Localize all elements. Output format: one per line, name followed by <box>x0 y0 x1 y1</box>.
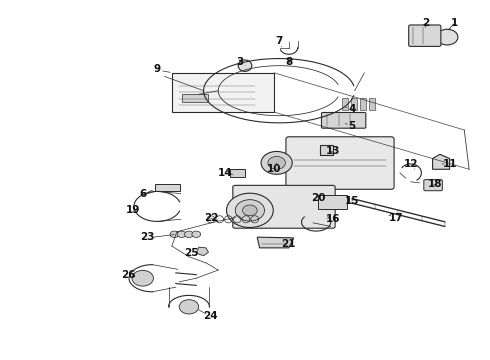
Text: 25: 25 <box>184 248 198 258</box>
Text: 14: 14 <box>218 168 233 178</box>
Text: 15: 15 <box>345 197 360 206</box>
Circle shape <box>243 205 257 216</box>
Text: 16: 16 <box>325 214 340 224</box>
Circle shape <box>132 270 153 286</box>
Bar <box>351 98 357 111</box>
Text: 7: 7 <box>275 36 283 46</box>
Text: 4: 4 <box>348 104 356 113</box>
Polygon shape <box>433 154 450 169</box>
Text: 3: 3 <box>237 57 244 67</box>
Text: 1: 1 <box>451 18 458 28</box>
FancyBboxPatch shape <box>286 137 394 189</box>
Bar <box>369 98 374 111</box>
Bar <box>230 169 245 177</box>
Circle shape <box>235 200 265 221</box>
Bar <box>343 98 348 111</box>
Polygon shape <box>196 247 208 256</box>
Circle shape <box>226 193 273 228</box>
Text: 13: 13 <box>325 147 340 157</box>
Text: 6: 6 <box>139 189 147 199</box>
FancyBboxPatch shape <box>409 25 441 46</box>
Bar <box>360 98 366 111</box>
Text: 9: 9 <box>154 64 161 74</box>
Text: 26: 26 <box>121 270 135 280</box>
Text: 18: 18 <box>428 179 442 189</box>
Text: 11: 11 <box>442 159 457 169</box>
Text: 21: 21 <box>282 239 296 249</box>
Polygon shape <box>257 237 294 248</box>
Circle shape <box>268 157 286 169</box>
Polygon shape <box>172 73 274 112</box>
Text: 20: 20 <box>311 193 325 203</box>
Text: 10: 10 <box>267 164 281 174</box>
Text: 12: 12 <box>403 159 418 169</box>
Bar <box>182 94 208 102</box>
Circle shape <box>261 152 292 174</box>
Bar <box>155 184 180 192</box>
Text: 24: 24 <box>203 311 218 321</box>
Text: 17: 17 <box>389 212 403 222</box>
Text: 8: 8 <box>285 57 293 67</box>
FancyBboxPatch shape <box>321 112 366 128</box>
Circle shape <box>192 231 201 238</box>
Polygon shape <box>320 145 333 155</box>
Text: 2: 2 <box>422 18 429 28</box>
FancyBboxPatch shape <box>233 185 335 228</box>
Circle shape <box>185 231 194 238</box>
Circle shape <box>177 231 186 238</box>
Text: 23: 23 <box>140 232 155 242</box>
Circle shape <box>437 29 458 45</box>
Text: 19: 19 <box>126 205 140 215</box>
Bar <box>318 195 347 208</box>
FancyBboxPatch shape <box>424 180 442 191</box>
Ellipse shape <box>238 60 252 71</box>
Text: 5: 5 <box>348 121 356 131</box>
Circle shape <box>179 300 199 314</box>
Text: 22: 22 <box>204 212 218 222</box>
Circle shape <box>170 231 179 238</box>
